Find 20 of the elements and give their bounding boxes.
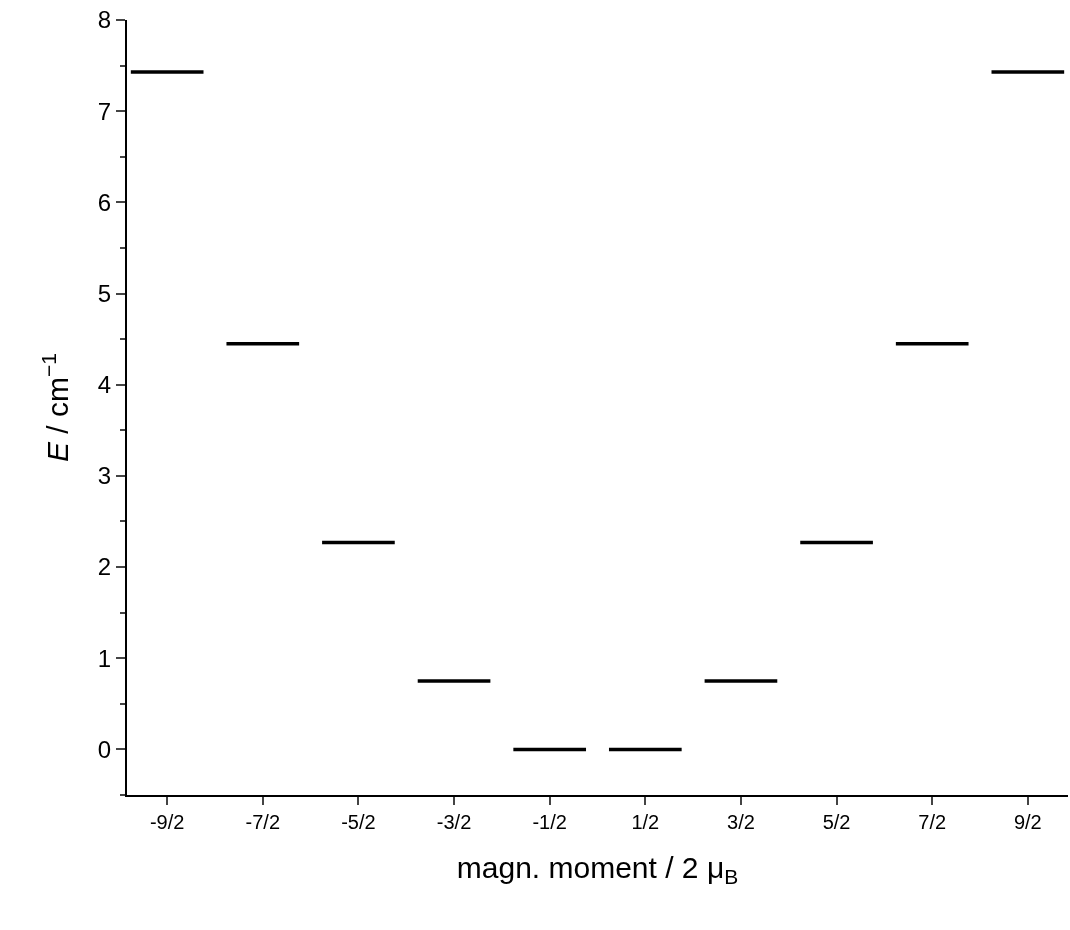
y-tick-label: 8 [97,6,112,34]
y-tick-label: 1 [97,644,112,672]
x-tick-label: -7/2 [245,811,281,833]
x-tick-label: 7/2 [918,811,947,833]
x-tick-label: 1/2 [631,811,660,833]
y-tick-label: 0 [97,735,112,763]
y-tick-label: 4 [97,371,112,399]
x-tick-label: 9/2 [1013,811,1042,833]
y-tick-label: 3 [97,462,112,490]
y-tick-label: 5 [97,279,112,307]
x-axis-title: magn. moment / 2 μ$_{B}$ [456,851,739,889]
y-tick-label: 6 [97,188,112,216]
x-tick-label: -5/2 [341,811,376,833]
x-tick-label: -3/2 [436,811,472,833]
y-tick-label: 2 [97,553,112,581]
x-tick-label: -9/2 [149,811,185,833]
x-tick-label: 5/2 [822,811,851,833]
x-tick-label: -1/2 [532,811,567,833]
x-tick-label: 3/2 [727,811,755,833]
y-tick-label: 7 [97,97,112,125]
